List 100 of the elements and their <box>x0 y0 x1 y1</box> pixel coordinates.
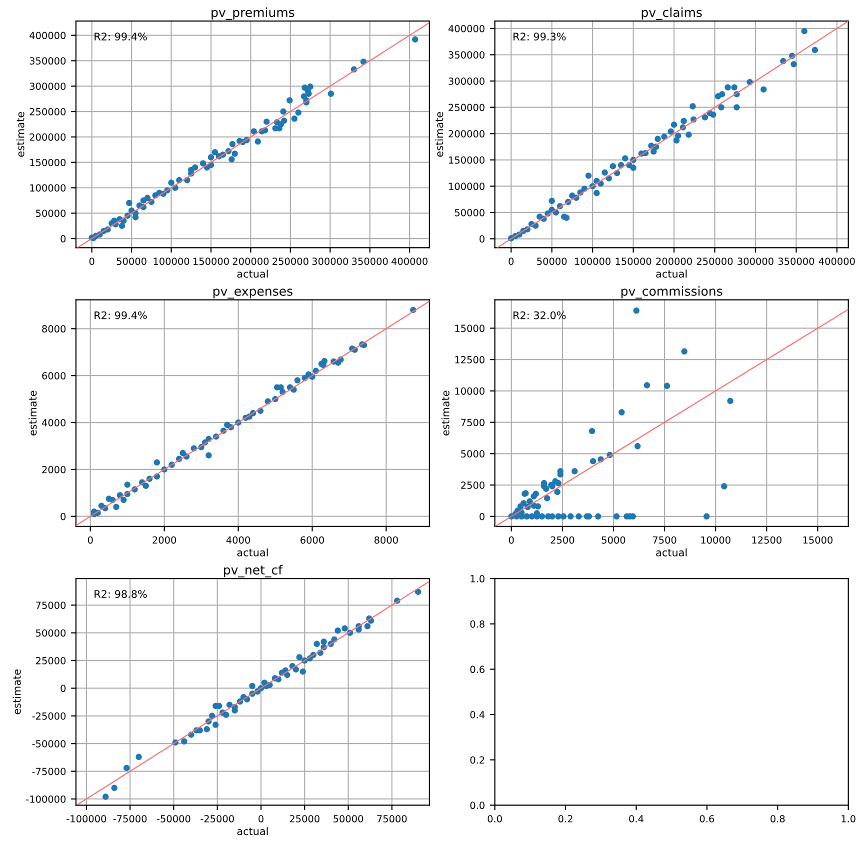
x-tick-label: 300000 <box>312 258 348 265</box>
y-tick-label: 6000 <box>42 372 66 380</box>
point <box>554 488 560 496</box>
x-tick-label: 350000 <box>778 258 814 265</box>
y-tick-label: 25000 <box>36 657 66 664</box>
point <box>721 483 728 490</box>
point <box>590 458 596 464</box>
y-tick-label: 300000 <box>30 82 66 90</box>
y-tick-label: -50000 <box>32 740 66 748</box>
y-tick-label: 300000 <box>448 78 484 85</box>
chart-title: pv_claims <box>642 7 702 20</box>
y-tick-label: 100000 <box>30 184 66 192</box>
x-tick-label: 15000 <box>803 536 833 544</box>
y-tick-label: 2000 <box>42 466 66 474</box>
point <box>300 668 306 675</box>
y-tick-label: 10000 <box>455 387 484 395</box>
x-tick-label: -75000 <box>113 815 147 822</box>
x-tick-label: 2000 <box>152 536 176 544</box>
point <box>681 348 688 355</box>
x-tick-label: 100000 <box>575 258 610 265</box>
x-tick-label: 0 <box>88 536 93 544</box>
point <box>98 502 105 509</box>
x-tick-label: 12500 <box>752 536 782 544</box>
point <box>222 712 230 718</box>
y-tick-label: 250000 <box>30 108 66 116</box>
point <box>154 459 160 466</box>
y-axis-title: estimate <box>441 390 450 436</box>
point <box>526 498 533 504</box>
point <box>588 428 596 434</box>
annotation: R2: 99.3% <box>514 32 566 40</box>
annotation: R2: 98.8% <box>94 590 147 598</box>
y-tick-label: 250000 <box>448 104 484 112</box>
x-tick-label: 300000 <box>738 258 774 265</box>
x-tick-label: -25000 <box>200 815 234 822</box>
annotation: R2: 99.4% <box>94 32 147 40</box>
x-tick-label: 400000 <box>391 258 428 265</box>
point <box>560 513 567 520</box>
y-tick-label: 200000 <box>448 130 484 138</box>
point <box>555 513 562 520</box>
chart-title: pv_commissions <box>621 286 722 299</box>
x-tick-label: 6000 <box>300 536 324 544</box>
y-tick-label: -100000 <box>26 795 66 803</box>
point <box>618 409 625 416</box>
x-tick-label: 200000 <box>656 258 692 265</box>
point <box>530 493 537 500</box>
x-tick-label: 10000 <box>701 536 730 544</box>
y-tick-label: 0 <box>60 235 66 242</box>
point <box>111 784 118 792</box>
point <box>136 754 142 760</box>
y-tick-label: 50000 <box>454 208 484 216</box>
x-tick-label: 250000 <box>696 258 733 265</box>
point <box>633 308 640 314</box>
x-tick-label: 7500 <box>652 536 676 544</box>
y-tick-label: 0.2 <box>470 756 484 764</box>
y-tick-label: 150000 <box>30 158 66 166</box>
point <box>123 764 130 772</box>
y-tick-label: 7500 <box>461 418 484 426</box>
x-tick-label: 0.4 <box>629 815 644 822</box>
x-tick-label: 150000 <box>193 258 229 265</box>
x-tick-label: 50000 <box>116 258 146 265</box>
x-tick-label: 350000 <box>352 258 388 265</box>
point <box>544 495 550 502</box>
point <box>572 468 578 474</box>
point <box>727 398 734 404</box>
point <box>294 377 301 384</box>
point <box>664 382 670 390</box>
x-tick-label: 2500 <box>550 536 574 544</box>
point <box>545 513 552 520</box>
y-axis-title: estimate <box>435 112 444 157</box>
x-axis-title: actual <box>237 827 268 836</box>
chart-title: pv_expenses <box>213 288 292 299</box>
point <box>113 504 120 510</box>
point <box>320 638 327 645</box>
y-tick-label: 0 <box>480 512 484 520</box>
point <box>567 513 574 520</box>
y-tick-label: 200000 <box>30 133 66 141</box>
point <box>204 726 210 732</box>
x-tick-label: 0.6 <box>700 815 714 822</box>
y-tick-label: 0.0 <box>470 802 484 810</box>
y-tick-label: 50000 <box>36 629 66 637</box>
x-tick-label: 200000 <box>232 258 269 265</box>
y-tick-label: 1.0 <box>470 575 484 582</box>
y-tick-label: 15000 <box>455 324 484 332</box>
x-tick-label: 4000 <box>226 536 250 544</box>
y-tick-label: 4000 <box>42 419 66 426</box>
x-tick-label: 0.0 <box>488 815 502 822</box>
x-tick-label: 5000 <box>602 536 626 544</box>
point <box>106 496 112 502</box>
y-tick-label: 0 <box>60 512 66 520</box>
y-tick-label: 350000 <box>448 51 484 59</box>
point <box>595 513 602 520</box>
point <box>314 640 320 648</box>
point <box>142 482 149 489</box>
x-tick-label: 0 <box>258 815 264 822</box>
y-tick-label: 0.4 <box>470 711 485 718</box>
point <box>209 712 216 720</box>
point <box>634 443 641 450</box>
y-tick-label: 350000 <box>30 57 66 65</box>
x-tick-label: 250000 <box>272 258 308 265</box>
x-tick-label: 25000 <box>290 815 320 822</box>
